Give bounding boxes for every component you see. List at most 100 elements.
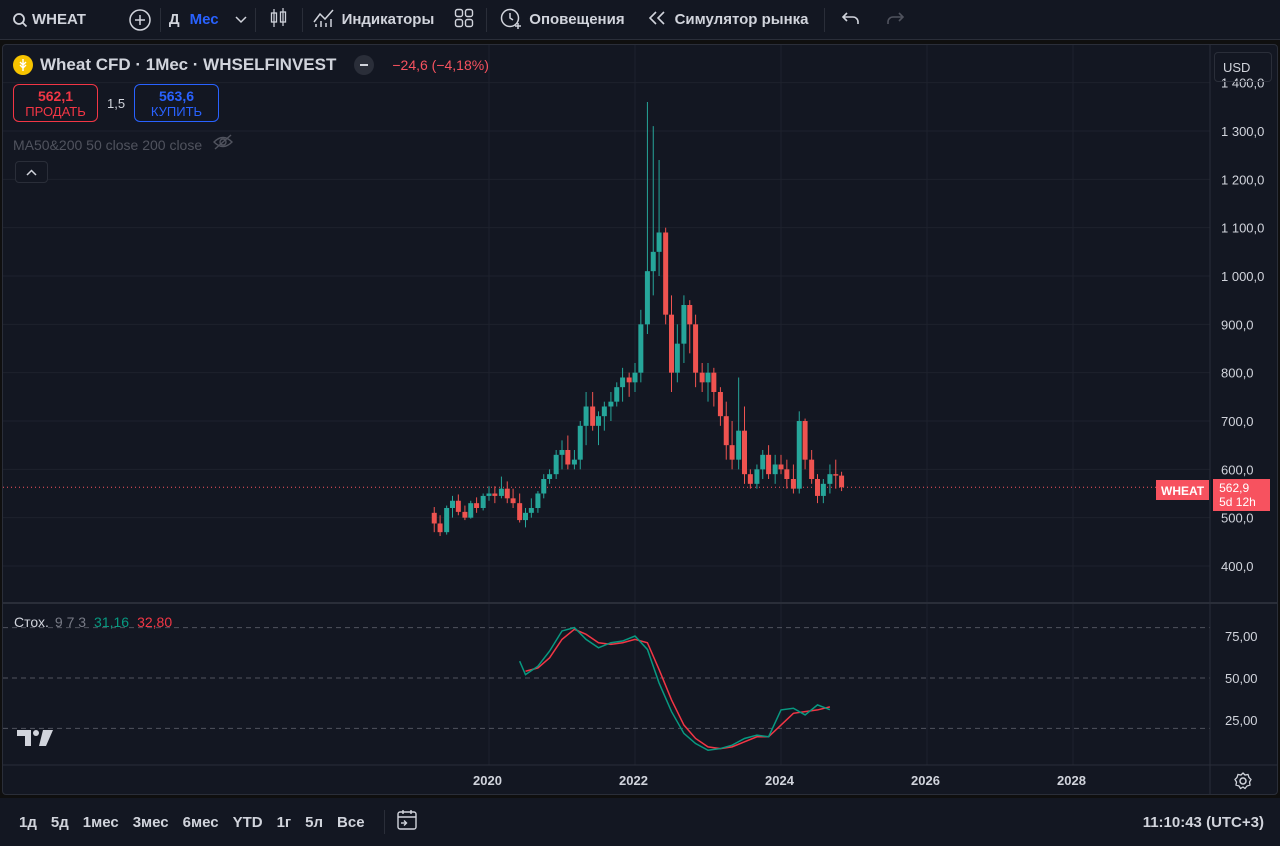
candle-body [480,495,486,508]
alerts-button[interactable]: Оповещения [487,0,632,40]
candle-body [705,372,711,383]
range-button[interactable]: 1г [276,813,292,831]
range-button[interactable]: YTD [232,813,263,831]
currency-selector[interactable]: USD [1214,52,1272,82]
candle-body [528,508,534,513]
time-axis-label: 2028 [1057,773,1086,788]
clock-timezone[interactable]: 11:10:43 (UTC+3) [1142,813,1264,831]
candle-body [455,500,461,512]
candle-body [620,377,626,388]
settings-gear-icon[interactable] [1233,771,1253,794]
range-button[interactable]: 3мес [132,813,169,831]
chevron-up-icon [16,169,47,186]
candle-body [601,406,607,417]
candle-body [504,488,510,499]
candle-body [815,479,820,496]
compare-button[interactable] [120,0,160,40]
candle-body [535,493,541,508]
tradingview-logo[interactable] [17,728,55,753]
price-axis-label: 600,0 [1221,462,1254,477]
candle-body [717,392,723,417]
range-button[interactable]: 1мес [82,813,119,831]
candle-body [650,251,656,272]
candlestick-series [431,102,845,537]
candle-body [809,459,815,479]
undo-button[interactable] [825,0,877,40]
bar-countdown: 5d 12h [1219,495,1256,509]
collapse-indicators-button[interactable] [15,161,48,183]
candle-body [833,474,839,476]
candle-body [778,464,784,470]
candle-body [517,503,523,521]
candle-body [547,474,553,479]
alarm-clock-icon [499,6,523,34]
candle-body [766,454,772,475]
indicators-icon [312,8,335,32]
stoch-legend[interactable]: Стох. 9 7 3 31,16 32,80 [14,614,172,630]
candle-body [577,425,583,460]
candle-body [796,421,802,489]
templates-button[interactable] [442,0,486,40]
chart-grid [3,45,1210,765]
candle-body [608,401,614,407]
candle-body [431,512,437,524]
ma-label: MA50&200 50 close 200 close [13,136,203,153]
chart-type-button[interactable] [256,0,302,40]
range-button[interactable]: 1д [19,813,37,831]
toolbar-divider [254,7,256,32]
chart-panel[interactable]: 1 400,0 1 300,0 1 200,0 1 100,0 1 000,0 900,0… [2,44,1278,795]
spread-value: 1,5 [107,96,126,111]
candle-body [571,459,577,465]
axes: 1 400,0 1 300,0 1 200,0 1 100,0 1 000,0 900,0… [3,45,1277,794]
toolbar-divider [159,7,161,32]
candle-body [462,511,468,518]
range-button[interactable]: 5д [50,813,69,831]
candle-body [742,430,747,475]
price-axis-label: 1 400,0 [1221,76,1264,91]
market-simulator-button[interactable]: Симулятор рынка [633,0,817,40]
range-button[interactable]: 6мес [182,813,219,831]
chart-canvas[interactable]: 1 400,0 1 300,0 1 200,0 1 100,0 1 000,0 900,0… [3,45,1278,795]
symbol-search[interactable]: WHEAT [0,0,94,40]
stoch-params: 9 7 3 [54,614,87,630]
ma-indicator-legend[interactable]: MA50&200 50 close 200 close [13,134,234,155]
stoch-k-value: 31,16 [94,614,130,630]
wheat-logo-icon [13,55,33,75]
sell-button[interactable]: 562,1 ПРОДАТЬ [13,84,98,122]
price-axis-label: 900,0 [1221,317,1254,332]
goto-date-button[interactable] [395,808,419,836]
grid-icon [454,8,474,32]
candle-body [450,500,455,508]
last-price-label: WHEAT 562,9 5d 12h [1156,479,1271,511]
candle-body [583,406,589,426]
range-button[interactable]: Все [337,813,365,831]
candle-body [687,305,693,325]
price-axis-label: 1 200,0 [1221,172,1264,187]
candles-icon [270,7,288,33]
eye-hidden-icon[interactable] [212,134,234,155]
stoch-axis-label: 75,00 [1225,629,1258,644]
range-button[interactable]: 5л [305,813,324,831]
price-axis-label: 500,0 [1221,511,1254,526]
redo-button[interactable] [877,0,913,40]
interval-month[interactable]: Мес [189,11,219,28]
candle-body [523,512,528,521]
candle-body [839,475,845,488]
indicators-label: Индикаторы [341,11,435,28]
candle-body [699,372,705,383]
buy-button[interactable]: 563,6 КУПИТЬ [134,84,219,122]
candle-body [681,305,687,344]
top-toolbar: WHEAT Д Мес Индикаторы Оповещения [0,0,1280,40]
buy-price: 563,6 [158,88,195,104]
interval-day[interactable]: Д [168,11,180,28]
candle-body [541,479,547,494]
interval-dropdown[interactable] [227,0,255,40]
candle-body [790,479,796,489]
time-axis-label: 2022 [619,773,648,788]
symbol-title[interactable]: Wheat CFD · 1Мес · WHSELFINVEST [40,55,337,74]
collapse-legend-icon[interactable] [354,55,375,75]
candle-body [747,474,753,484]
candle-body [827,474,833,484]
candle-body [729,445,735,460]
indicators-button[interactable]: Индикаторы [303,0,443,40]
